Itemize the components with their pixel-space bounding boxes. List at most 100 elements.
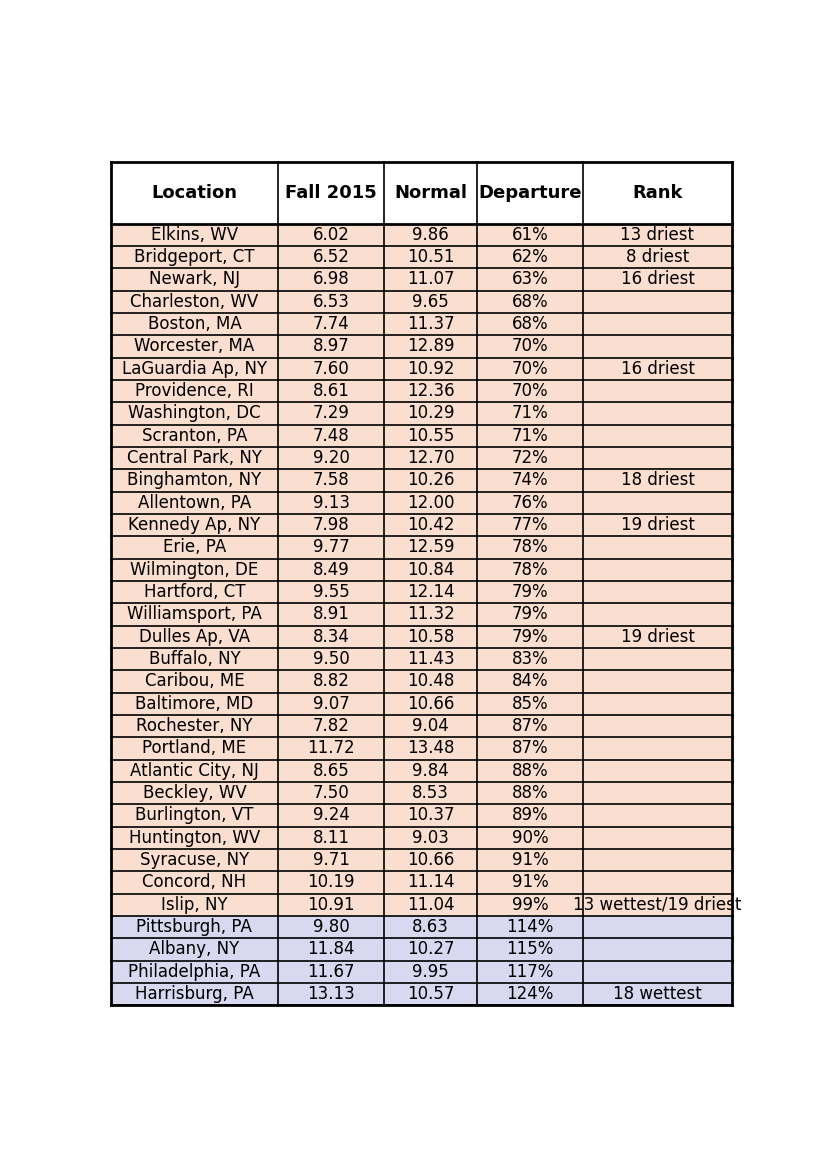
Text: 8.53: 8.53	[412, 784, 449, 802]
Text: Albany, NY: Albany, NY	[150, 940, 239, 959]
Bar	[110, 983, 732, 1005]
Text: 10.91: 10.91	[307, 896, 355, 914]
Text: 9.84: 9.84	[412, 762, 449, 779]
Bar	[110, 805, 732, 827]
Text: 10.29: 10.29	[407, 404, 455, 423]
Text: 11.04: 11.04	[407, 896, 455, 914]
Bar	[110, 849, 732, 871]
Text: 11.43: 11.43	[407, 650, 455, 668]
Text: 87%: 87%	[512, 740, 548, 757]
Text: 18 wettest: 18 wettest	[613, 985, 702, 1003]
Bar	[110, 402, 732, 425]
Text: 8.65: 8.65	[313, 762, 349, 779]
Text: 10.55: 10.55	[407, 427, 455, 445]
Text: Williamsport, PA: Williamsport, PA	[127, 606, 262, 623]
Bar	[110, 162, 732, 223]
Bar	[110, 269, 732, 291]
Text: 6.52: 6.52	[312, 248, 349, 266]
Bar	[110, 760, 732, 782]
Bar	[110, 894, 732, 916]
Text: 9.95: 9.95	[412, 962, 449, 981]
Text: 6.98: 6.98	[313, 271, 349, 288]
Text: 13 wettest/19 driest: 13 wettest/19 driest	[573, 896, 741, 914]
Text: 11.07: 11.07	[407, 271, 455, 288]
Bar	[110, 782, 732, 805]
Text: Normal: Normal	[394, 184, 467, 201]
Bar	[110, 916, 732, 938]
Text: 12.36: 12.36	[407, 382, 455, 401]
Text: 13 driest: 13 driest	[621, 226, 695, 244]
Text: 8.34: 8.34	[312, 628, 349, 646]
Text: 70%: 70%	[512, 360, 548, 378]
Text: 12.59: 12.59	[407, 538, 455, 557]
Text: Allentown, PA: Allentown, PA	[138, 493, 251, 512]
Text: 70%: 70%	[512, 382, 548, 401]
Text: 16 driest: 16 driest	[621, 360, 695, 378]
Text: 6.02: 6.02	[312, 226, 349, 244]
Text: 87%: 87%	[512, 717, 548, 735]
Bar	[110, 670, 732, 692]
Text: 62%: 62%	[511, 248, 548, 266]
Text: 10.66: 10.66	[407, 695, 455, 713]
Bar	[110, 938, 732, 960]
Text: 8.61: 8.61	[312, 382, 349, 401]
Text: Harrisburg, PA: Harrisburg, PA	[135, 985, 254, 1003]
Text: 11.32: 11.32	[407, 606, 455, 623]
Text: 10.58: 10.58	[407, 628, 455, 646]
Text: 9.65: 9.65	[412, 293, 449, 310]
Text: 7.29: 7.29	[312, 404, 349, 423]
Text: 63%: 63%	[511, 271, 548, 288]
Text: 9.24: 9.24	[312, 806, 349, 824]
Text: 16 driest: 16 driest	[621, 271, 695, 288]
Text: 8.82: 8.82	[312, 673, 349, 690]
Text: Burlington, VT: Burlington, VT	[136, 806, 254, 824]
Text: 88%: 88%	[512, 762, 548, 779]
Text: 71%: 71%	[511, 404, 548, 423]
Text: 88%: 88%	[512, 784, 548, 802]
Text: 7.82: 7.82	[312, 717, 349, 735]
Text: 74%: 74%	[512, 471, 548, 490]
Bar	[110, 558, 732, 581]
Text: 79%: 79%	[512, 584, 548, 601]
Text: Concord, NH: Concord, NH	[142, 873, 247, 892]
Text: Islip, NY: Islip, NY	[161, 896, 228, 914]
Text: Washington, DC: Washington, DC	[128, 404, 261, 423]
Text: 10.92: 10.92	[407, 360, 455, 378]
Text: 9.20: 9.20	[312, 449, 349, 467]
Text: 8.63: 8.63	[412, 918, 449, 936]
Text: Fall 2015: Fall 2015	[285, 184, 377, 201]
Text: Newark, NJ: Newark, NJ	[149, 271, 240, 288]
Text: 9.80: 9.80	[313, 918, 349, 936]
Text: Huntington, WV: Huntington, WV	[129, 829, 260, 846]
Text: Caribou, ME: Caribou, ME	[145, 673, 244, 690]
Text: LaGuardia Ap, NY: LaGuardia Ap, NY	[122, 360, 267, 378]
Text: 89%: 89%	[512, 806, 548, 824]
Text: 71%: 71%	[511, 427, 548, 445]
Text: Rochester, NY: Rochester, NY	[136, 717, 252, 735]
Text: 19 driest: 19 driest	[621, 516, 695, 534]
Text: 114%: 114%	[506, 918, 554, 936]
Text: 10.26: 10.26	[407, 471, 455, 490]
Text: Erie, PA: Erie, PA	[163, 538, 226, 557]
Text: Charleston, WV: Charleston, WV	[130, 293, 259, 310]
Text: 91%: 91%	[511, 873, 548, 892]
Text: Kennedy Ap, NY: Kennedy Ap, NY	[128, 516, 261, 534]
Text: 7.60: 7.60	[313, 360, 349, 378]
Text: 61%: 61%	[511, 226, 548, 244]
Text: 9.50: 9.50	[313, 650, 349, 668]
Text: 79%: 79%	[512, 628, 548, 646]
Text: 72%: 72%	[511, 449, 548, 467]
Bar	[110, 223, 732, 245]
Text: 7.48: 7.48	[313, 427, 349, 445]
Text: Portland, ME: Portland, ME	[142, 740, 247, 757]
Text: 7.50: 7.50	[313, 784, 349, 802]
Text: Binghamton, NY: Binghamton, NY	[127, 471, 261, 490]
Text: 10.27: 10.27	[407, 940, 455, 959]
Text: 13.48: 13.48	[407, 740, 455, 757]
Text: Central Park, NY: Central Park, NY	[127, 449, 262, 467]
Text: 76%: 76%	[512, 493, 548, 512]
Text: 9.13: 9.13	[312, 493, 349, 512]
Bar	[110, 447, 732, 469]
Bar	[110, 425, 732, 447]
Text: 10.66: 10.66	[407, 851, 455, 868]
